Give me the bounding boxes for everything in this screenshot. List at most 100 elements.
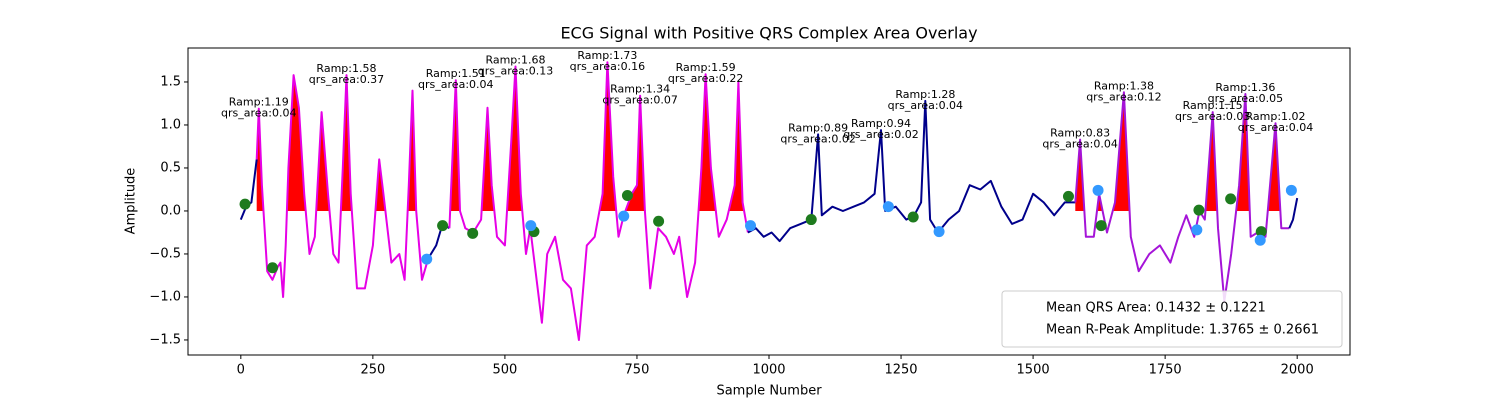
annotation-text: Ramp:1.59	[676, 61, 736, 74]
qrs-fill	[256, 62, 1290, 211]
y-tick-label: −0.5	[149, 246, 181, 261]
marker	[421, 253, 433, 265]
legend-entry: Mean QRS Area: 0.1432 ± 0.1221	[1046, 301, 1266, 316]
marker	[1285, 184, 1297, 196]
x-tick-label: 1750	[1149, 363, 1182, 378]
y-tick-label: 1.5	[160, 74, 181, 89]
annotation-text: qrs_area:0.13	[478, 64, 553, 77]
ecg-line	[448, 61, 749, 341]
x-tick-label: 1250	[884, 363, 917, 378]
annotation-text: qrs_area:0.04	[221, 107, 296, 120]
chart-title: ECG Signal with Positive QRS Complex Are…	[560, 24, 977, 43]
annotation-text: Ramp:0.89	[788, 121, 848, 134]
marker	[1062, 190, 1074, 202]
marker	[239, 198, 251, 210]
qrs-area	[256, 75, 429, 211]
marker	[525, 220, 537, 232]
marker	[1191, 224, 1203, 236]
annotation-text: qrs_area:0.04	[888, 99, 963, 112]
qrs-area	[1075, 92, 1290, 211]
annotation-text: Ramp:1.28	[895, 88, 955, 101]
x-tick-label: 250	[360, 363, 385, 378]
annotation-text: qrs_area:0.04	[1238, 121, 1313, 134]
y-axis-label: Amplitude	[124, 168, 139, 235]
marker	[467, 227, 479, 239]
legend: Mean QRS Area: 0.1432 ± 0.1221 Mean R-Pea…	[1001, 290, 1343, 348]
x-tick-label: 2000	[1281, 363, 1314, 378]
annotation-text: Ramp:1.19	[229, 96, 289, 109]
annotation-text: qrs_area:0.12	[1086, 90, 1161, 103]
x-tick-label: 500	[492, 363, 517, 378]
marker	[805, 214, 817, 226]
marker	[882, 201, 894, 213]
ecg-line	[1288, 197, 1299, 229]
x-tick-label: 1500	[1017, 363, 1050, 378]
marker	[907, 211, 919, 223]
legend-entry: Mean R-Peak Amplitude: 1.3765 ± 0.2661	[1046, 323, 1319, 338]
annotation-text: qrs_area:0.16	[570, 60, 645, 73]
y-tick-label: 1.0	[160, 117, 181, 132]
axes-frame	[187, 47, 1351, 356]
marker	[267, 262, 279, 274]
annotation-text: qrs_area:0.22	[668, 72, 743, 85]
annotation-text: Ramp:0.83	[1050, 127, 1110, 140]
y-tick-label: 0.0	[160, 203, 181, 218]
marker	[1193, 204, 1205, 216]
ecg-line	[747, 99, 1076, 243]
annotation-text: Ramp:1.02	[1246, 110, 1306, 123]
annotation-text: qrs_area:0.05	[1208, 92, 1283, 105]
marker	[933, 226, 945, 238]
plot-area	[239, 61, 1299, 341]
annotation-text: qrs_area:0.37	[309, 73, 384, 86]
marker	[745, 220, 757, 232]
marker	[1095, 220, 1107, 232]
annotation-text: Ramp:1.15	[1183, 99, 1243, 112]
legend-box	[1001, 290, 1343, 348]
y-tick-label: −1.0	[149, 289, 181, 304]
marker	[653, 215, 665, 227]
ecg-line	[255, 74, 430, 298]
annotation-text: Ramp:0.94	[851, 117, 911, 130]
annotation-text: qrs_area:0.04	[1042, 138, 1117, 151]
annotation-text: Ramp:1.58	[316, 62, 376, 75]
annotation-text: Ramp:1.68	[485, 53, 545, 66]
annotation-text: qrs_area:0.07	[602, 94, 677, 107]
marker	[621, 189, 633, 201]
x-axis-label: Sample Number	[716, 384, 822, 399]
marker	[618, 210, 630, 222]
x-tick-label: 750	[625, 363, 650, 378]
annotation-text: qrs_area:0.03	[1175, 110, 1250, 123]
x-tick-label: 0	[237, 363, 245, 378]
annotation-text: Ramp:1.51	[426, 67, 486, 80]
annotation-text: qrs_area:0.02	[843, 128, 918, 141]
x-tick-label: 1000	[752, 363, 785, 378]
annotation-text: Ramp:1.36	[1215, 81, 1275, 94]
marker	[1225, 193, 1237, 205]
marker	[1255, 226, 1267, 238]
marker	[437, 220, 449, 232]
annotation-text: Ramp:1.38	[1094, 79, 1154, 92]
annotation-text: qrs_area:0.04	[418, 78, 493, 91]
marker	[1254, 234, 1266, 246]
annotation-text: Ramp:1.34	[610, 83, 670, 96]
annotation-text: Ramp:1.73	[577, 49, 637, 62]
marker	[1092, 184, 1104, 196]
annotation-text: qrs_area:0.02	[780, 132, 855, 145]
y-tick-label: 0.5	[160, 160, 181, 175]
y-tick-label: −1.5	[149, 332, 181, 347]
